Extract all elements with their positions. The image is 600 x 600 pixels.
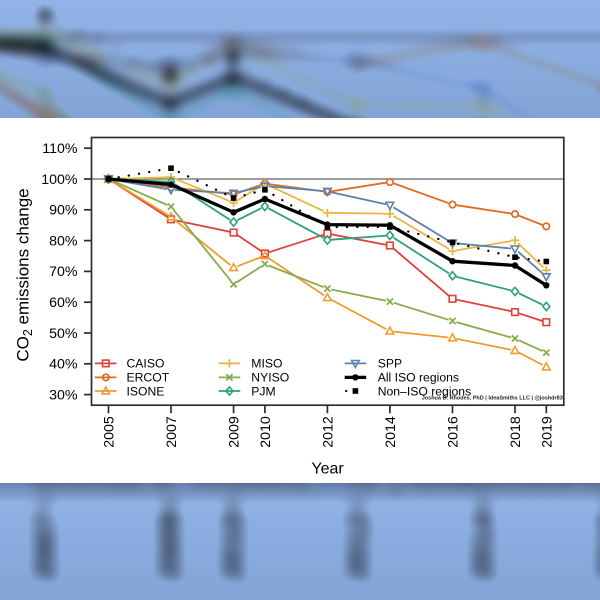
svg-text:2018: 2018 (508, 416, 524, 448)
svg-text:MISO: MISO (251, 357, 282, 371)
svg-text:2012: 2012 (320, 416, 336, 448)
svg-text:2016: 2016 (446, 416, 462, 448)
svg-text:80%: 80% (49, 233, 78, 249)
svg-text:50%: 50% (49, 326, 78, 342)
svg-text:30%: 30% (49, 387, 78, 403)
svg-text:ERCOT: ERCOT (127, 371, 170, 385)
svg-text:60%: 60% (49, 295, 78, 311)
svg-text:2019: 2019 (539, 416, 555, 448)
svg-text:70%: 70% (49, 264, 78, 280)
svg-text:2005: 2005 (102, 416, 118, 448)
svg-text:110%: 110% (42, 141, 78, 157)
svg-text:40%: 40% (49, 357, 78, 373)
svg-text:2007: 2007 (164, 416, 180, 448)
svg-text:ISONE: ISONE (127, 384, 165, 398)
svg-text:Joshua D. Rhodes, PhD | IdeaSm: Joshua D. Rhodes, PhD | IdeaSmiths LLC |… (422, 396, 563, 402)
svg-text:Year: Year (311, 461, 344, 478)
svg-text:90%: 90% (49, 203, 78, 219)
svg-text:2014: 2014 (383, 416, 399, 448)
svg-text:CO2 emissions change: CO2 emissions change (14, 188, 36, 361)
svg-text:2009: 2009 (227, 416, 243, 448)
svg-text:SPP: SPP (378, 357, 402, 371)
svg-text:CAISO: CAISO (127, 357, 165, 371)
svg-text:2010: 2010 (258, 416, 274, 448)
svg-text:All ISO regions: All ISO regions (378, 371, 459, 385)
svg-text:NYISO: NYISO (251, 371, 289, 385)
svg-text:100%: 100% (41, 172, 78, 188)
svg-text:Non–ISO regions: Non–ISO regions (378, 384, 472, 398)
svg-text:PJM: PJM (251, 384, 275, 398)
